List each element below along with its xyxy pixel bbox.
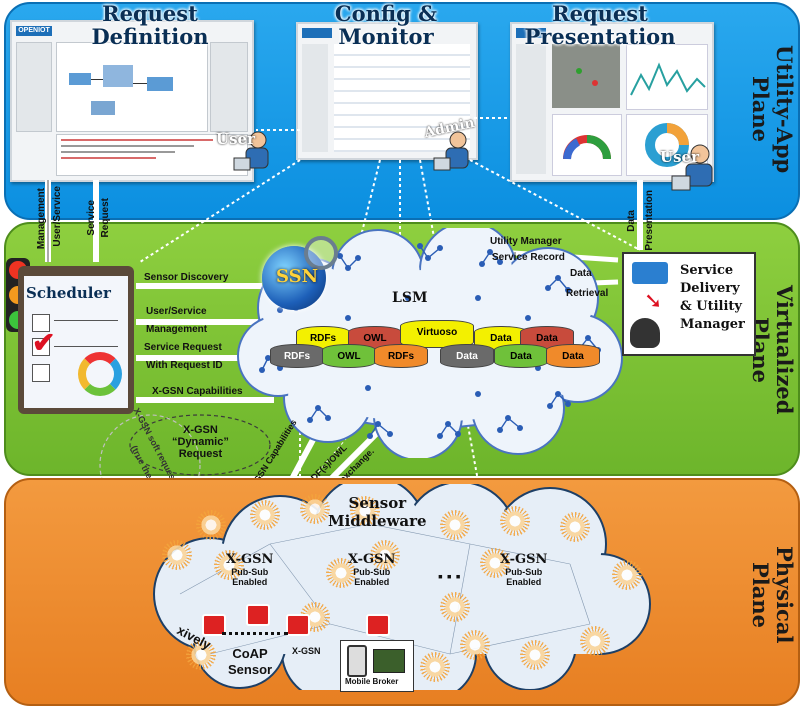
xgsn-capabilities-label: X-GSN Capabilities (152, 386, 243, 397)
openiot-logo: OPENIOT (16, 26, 52, 36)
utility-plane-title: Utility-App Plane (748, 44, 797, 174)
sensor-node-icon (420, 652, 450, 682)
request-presentation-screenshot (510, 22, 714, 182)
request-definition-title: Request Definition (91, 1, 209, 49)
sensor-node-icon (186, 640, 216, 670)
request-definition-screenshot: OPENIOT (10, 20, 254, 182)
cycle-icon (78, 352, 122, 396)
config-monitor-screenshot (296, 22, 478, 160)
plug-icon (202, 614, 226, 636)
scheduler-clipboard: ✔ (18, 266, 134, 414)
sensor-node-icon (370, 540, 400, 570)
db-rdfs-bottom1: RDFs (270, 344, 324, 368)
request-presentation-title: Request Presentation (524, 1, 676, 49)
donut-widget (626, 114, 708, 176)
service-label: Service (86, 200, 97, 236)
line-chart-widget (626, 44, 708, 110)
db-data-bottom1: Data (440, 344, 494, 368)
gauge-widget (552, 114, 622, 176)
retrieval-label: Retrieval (566, 288, 609, 299)
ssn-label: SSN (276, 266, 319, 287)
xgsn-node-3: X-GSN Pub-Sub Enabled (500, 552, 548, 587)
sensor-node-icon (612, 560, 642, 590)
plug-icon (246, 604, 270, 626)
sensor-node-icon (480, 548, 510, 578)
xgsn-small-label: X-GSN (292, 646, 321, 656)
user-service-label: User/Service (52, 186, 63, 247)
request-label: Request (100, 198, 111, 238)
service-delivery-box: ➘ Service Delivery & Utility Manager (622, 252, 756, 356)
sensor-node-icon (560, 512, 590, 542)
db-owl-bottom: OWL (322, 344, 376, 368)
delivery-person-icon (630, 318, 660, 348)
service-request-label: Service Request (144, 342, 222, 353)
phone-icon (347, 645, 367, 677)
service-record-label: Service Record (492, 252, 565, 263)
sensor-node-icon (440, 510, 470, 540)
presentation-connector-label: Presentation (644, 190, 655, 251)
data-label: Data (570, 268, 592, 279)
db-data-bottom2: Data (494, 344, 548, 368)
workflow-canvas (56, 42, 208, 132)
service-delivery-label: Service Delivery & Utility Manager (680, 263, 745, 332)
map-widget (552, 44, 620, 108)
db-data-bottom3: Data (546, 344, 600, 368)
sensor-node-icon (300, 494, 330, 524)
sensor-middleware-label: Sensor Middleware (328, 494, 427, 530)
sensor-node-icon (350, 496, 380, 526)
xgsn-node-1: X-GSN Pub-Sub Enabled (226, 552, 274, 587)
magnifier-icon (304, 236, 338, 270)
coap-sensor-label: CoAP Sensor (228, 646, 273, 677)
sensor-node-icon (520, 640, 550, 670)
physical-plane-title: Physical Plane (748, 546, 797, 644)
admin-icon (432, 126, 476, 176)
circuit-board-icon (373, 649, 405, 673)
with-request-id-label: With Request ID (146, 360, 223, 371)
sensor-node-icon (196, 510, 226, 540)
scheduler-label: Scheduler (26, 284, 111, 302)
truck-icon (632, 262, 668, 284)
checkmark-icon: ✔ (32, 327, 56, 358)
management-label: Management (36, 188, 47, 250)
sensor-discovery-label: Sensor Discovery (144, 272, 229, 283)
sensor-node-icon (460, 630, 490, 660)
db-rdfs-bottom2: RDFs (374, 344, 428, 368)
mobile-broker-label: Mobile Broker (345, 677, 399, 686)
mobile-broker-box: Mobile Broker (340, 640, 414, 692)
management-mgmt-label: Management (146, 324, 208, 335)
user-label: User (216, 130, 255, 148)
dotted-link (222, 632, 288, 635)
config-monitor-title: Config & Monitor (334, 1, 438, 49)
ellipsis-dots: ▪ ▪ ▪ (438, 568, 461, 584)
sensor-node-icon (250, 500, 280, 530)
user2-icon (670, 140, 720, 196)
lsm-label: LSM (392, 290, 428, 306)
user-service-mgmt-label: User/Service (146, 306, 207, 317)
user2-label: User (660, 148, 699, 166)
arrow-icon: ➘ (644, 288, 663, 313)
sensor-node-icon (500, 506, 530, 536)
xgsn-node-2: X-GSN Pub-Sub Enabled (348, 552, 396, 587)
sensor-node-icon (162, 540, 192, 570)
user-icon (232, 126, 276, 176)
utility-manager-label: Utility Manager (490, 236, 562, 247)
plug-icon (366, 614, 390, 636)
xgsn-dynamic-label: X-GSN “Dynamic” Request (172, 424, 229, 460)
plug-icon (286, 614, 310, 636)
sensor-node-icon (326, 558, 356, 588)
sensor-node-icon (440, 592, 470, 622)
sensor-node-icon (580, 626, 610, 656)
sensor-node-icon (214, 550, 244, 580)
